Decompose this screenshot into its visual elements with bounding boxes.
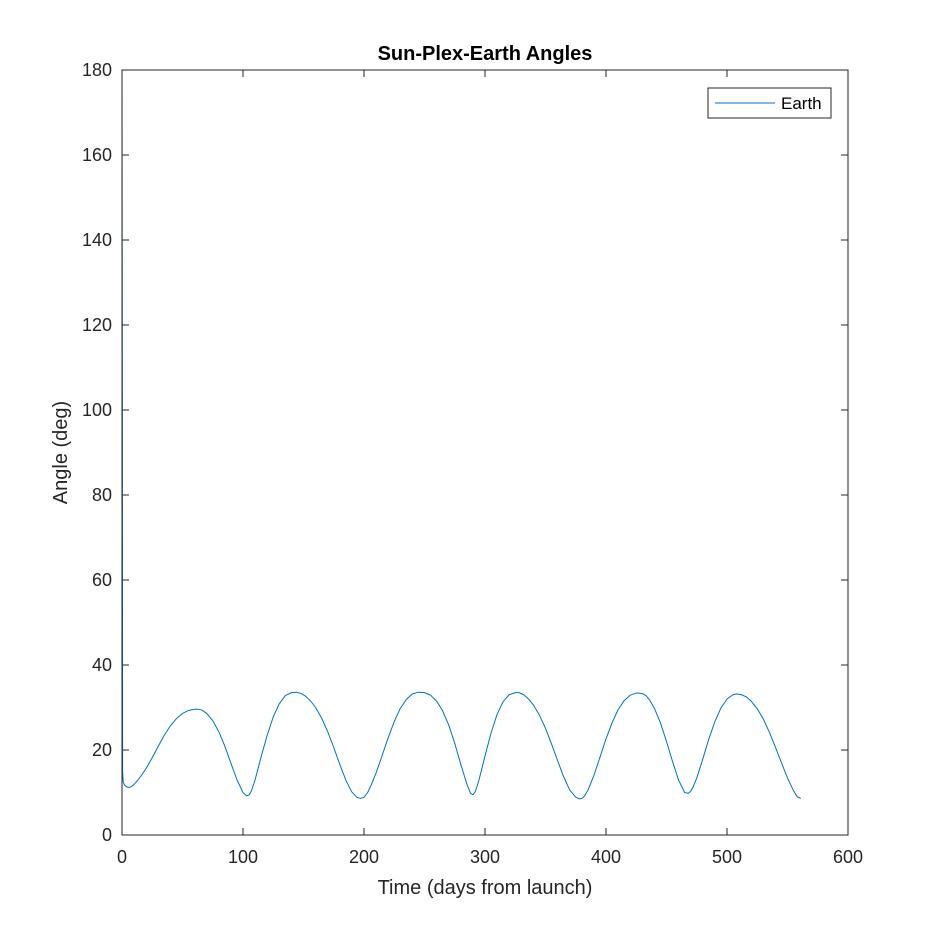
y-tick-label: 40 [92,655,112,675]
series-layer [121,69,802,800]
x-tick-label: 100 [228,847,258,867]
x-tick-label: 300 [470,847,500,867]
y-tick-label: 0 [102,825,112,845]
legend[interactable]: Earth [707,87,832,119]
y-tick-label: 140 [82,230,112,250]
plot-area [122,70,848,835]
x-axis-label: Time (days from launch) [378,877,593,899]
y-tick-label: 80 [92,485,112,505]
x-axis-ticks: 0 100 200 300 400 500 600 [117,70,863,867]
x-tick-label: 200 [349,847,379,867]
legend-label-earth: Earth [781,94,822,113]
series-line-earth [121,69,802,800]
chart-title: Sun-Plex-Earth Angles [378,43,593,65]
x-tick-label: 600 [833,847,863,867]
y-tick-label: 100 [82,400,112,420]
y-tick-label: 60 [92,570,112,590]
y-tick-label: 20 [92,740,112,760]
y-axis-ticks: 0 20 40 60 80 100 120 140 160 180 [82,60,848,845]
y-tick-label: 160 [82,145,112,165]
x-tick-label: 0 [117,847,127,867]
y-tick-label: 180 [82,60,112,80]
axes-box [121,69,849,836]
y-axis-label: Angle (deg) [50,401,72,504]
x-tick-label: 500 [712,847,742,867]
y-tick-label: 120 [82,315,112,335]
x-tick-label: 400 [591,847,621,867]
